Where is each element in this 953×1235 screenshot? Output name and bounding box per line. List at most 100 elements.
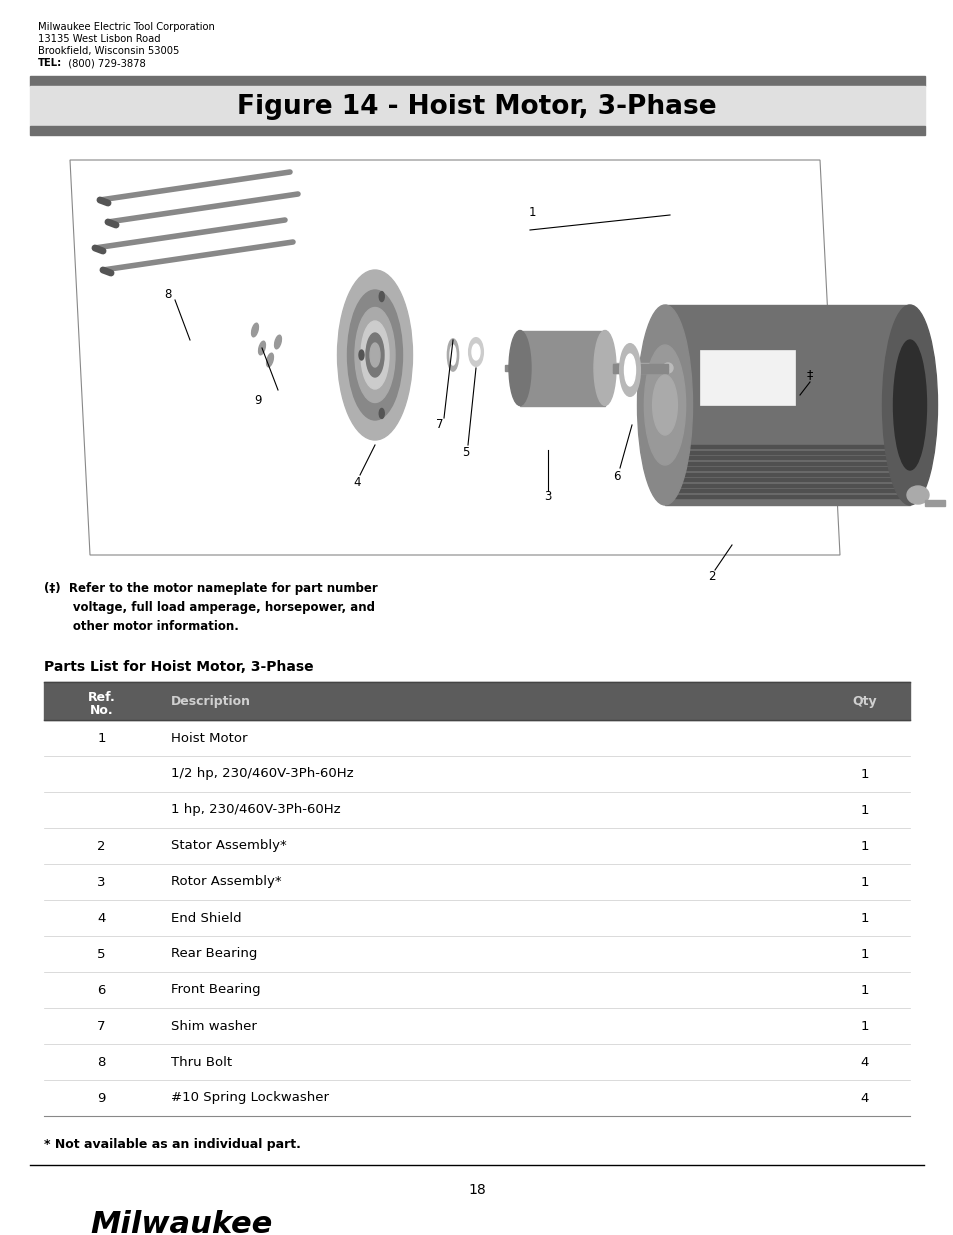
Bar: [613, 366, 667, 367]
Text: Milwaukee: Milwaukee: [90, 1210, 272, 1235]
Text: 4: 4: [353, 475, 360, 489]
Ellipse shape: [337, 270, 412, 440]
Text: 1: 1: [860, 983, 868, 997]
Bar: [666, 467, 907, 471]
Bar: [44, 936, 909, 972]
Polygon shape: [664, 305, 909, 505]
Text: Figure 14 - Hoist Motor, 3-Phase: Figure 14 - Hoist Motor, 3-Phase: [237, 94, 716, 120]
Ellipse shape: [366, 333, 384, 377]
Ellipse shape: [450, 345, 456, 366]
Text: 1: 1: [860, 911, 868, 925]
Ellipse shape: [637, 305, 692, 505]
Bar: [613, 364, 667, 366]
Text: (800) 729-3878: (800) 729-3878: [62, 58, 146, 68]
Ellipse shape: [360, 321, 389, 389]
Text: (‡)  Refer to the motor nameplate for part number
       voltage, full load ampe: (‡) Refer to the motor nameplate for par…: [44, 582, 377, 634]
Ellipse shape: [472, 345, 479, 359]
Bar: [44, 900, 909, 936]
Ellipse shape: [370, 343, 379, 367]
Text: 1: 1: [528, 206, 536, 220]
Ellipse shape: [619, 345, 639, 396]
Text: Hoist Motor: Hoist Motor: [171, 731, 247, 745]
Text: Qty: Qty: [852, 694, 877, 708]
Text: Parts List for Hoist Motor, 3-Phase: Parts List for Hoist Motor, 3-Phase: [44, 659, 314, 674]
Text: 5: 5: [462, 446, 469, 458]
Bar: [44, 972, 909, 1008]
Text: 3: 3: [97, 876, 106, 888]
Bar: [613, 370, 667, 372]
Ellipse shape: [906, 487, 928, 504]
Text: 9: 9: [254, 394, 261, 406]
Ellipse shape: [624, 354, 635, 387]
Ellipse shape: [347, 290, 402, 420]
Ellipse shape: [469, 338, 482, 366]
Ellipse shape: [252, 324, 258, 337]
Bar: [666, 478, 907, 480]
Bar: [613, 363, 667, 373]
Text: 7: 7: [97, 1020, 106, 1032]
Bar: [30, 126, 924, 135]
Bar: [44, 756, 909, 792]
Text: Brookfield, Wisconsin 53005: Brookfield, Wisconsin 53005: [38, 46, 179, 56]
Ellipse shape: [379, 291, 384, 301]
Bar: [44, 720, 909, 756]
Text: 13135 West Lisbon Road: 13135 West Lisbon Road: [38, 35, 160, 44]
Text: Ref.: Ref.: [88, 692, 115, 704]
Text: Rotor Assembly*: Rotor Assembly*: [171, 876, 281, 888]
Text: 4: 4: [860, 1056, 868, 1068]
Bar: [44, 1008, 909, 1044]
Bar: [666, 489, 907, 492]
Text: 18: 18: [468, 1183, 485, 1197]
Text: Stator Assembly*: Stator Assembly*: [171, 840, 287, 852]
Bar: [30, 86, 924, 126]
Text: 6: 6: [97, 983, 106, 997]
Bar: [666, 451, 907, 453]
Bar: [44, 682, 909, 720]
Bar: [44, 792, 909, 827]
Ellipse shape: [258, 341, 265, 354]
Text: 1: 1: [860, 840, 868, 852]
Text: 1: 1: [860, 804, 868, 816]
Text: 4: 4: [860, 1092, 868, 1104]
Text: 1: 1: [860, 947, 868, 961]
Ellipse shape: [662, 363, 672, 373]
Bar: [666, 456, 907, 459]
Text: 1: 1: [860, 876, 868, 888]
Text: Shim washer: Shim washer: [171, 1020, 256, 1032]
Ellipse shape: [358, 350, 364, 359]
Text: 3: 3: [544, 490, 551, 504]
Text: #10 Spring Lockwasher: #10 Spring Lockwasher: [171, 1092, 329, 1104]
Bar: [44, 827, 909, 864]
Bar: [666, 483, 907, 487]
Text: 1 hp, 230/460V-3Ph-60Hz: 1 hp, 230/460V-3Ph-60Hz: [171, 804, 340, 816]
Text: ‡: ‡: [806, 368, 812, 382]
Bar: [613, 367, 667, 368]
Text: * Not available as an individual part.: * Not available as an individual part.: [44, 1137, 300, 1151]
Bar: [666, 473, 907, 475]
Text: 2: 2: [707, 569, 715, 583]
Text: 4: 4: [97, 911, 106, 925]
Text: 1: 1: [860, 1020, 868, 1032]
Ellipse shape: [355, 308, 395, 403]
Bar: [700, 350, 794, 405]
Ellipse shape: [643, 345, 685, 466]
Ellipse shape: [509, 331, 531, 405]
Bar: [44, 140, 909, 571]
Text: 1: 1: [860, 767, 868, 781]
Text: 8: 8: [97, 1056, 106, 1068]
Text: 2: 2: [97, 840, 106, 852]
Text: 8: 8: [164, 289, 172, 301]
Text: End Shield: End Shield: [171, 911, 241, 925]
Bar: [30, 77, 924, 86]
Bar: [44, 1079, 909, 1116]
Ellipse shape: [882, 305, 937, 505]
Text: Front Bearing: Front Bearing: [171, 983, 260, 997]
Bar: [44, 864, 909, 900]
Bar: [44, 1044, 909, 1079]
Polygon shape: [519, 331, 604, 405]
Bar: [666, 445, 907, 448]
Bar: [613, 372, 667, 373]
Ellipse shape: [266, 353, 274, 367]
Bar: [504, 366, 519, 370]
Text: TEL:: TEL:: [38, 58, 62, 68]
